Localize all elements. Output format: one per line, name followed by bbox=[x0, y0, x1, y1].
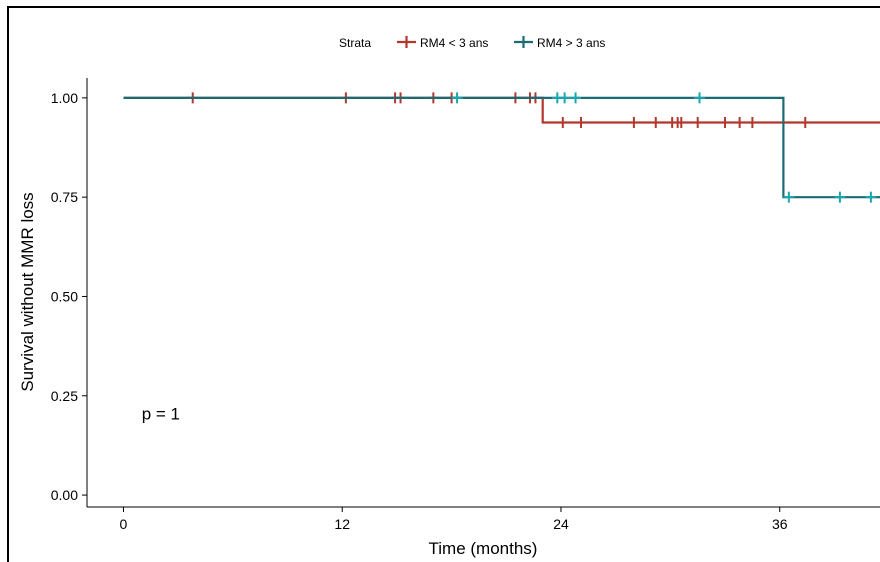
censor-mark-series-2 bbox=[559, 92, 571, 104]
censor-mark-series-1 bbox=[799, 116, 811, 128]
censor-mark-series-2 bbox=[783, 191, 795, 203]
chart-frame bbox=[7, 6, 880, 562]
censor-mark-series-1 bbox=[734, 116, 746, 128]
x-tick-label: 12 bbox=[334, 516, 350, 532]
legend-item-rm4-gt-3: RM4 > 3 ans bbox=[514, 36, 605, 50]
censor-mark-series-1 bbox=[719, 116, 731, 128]
censor-mark-series-2 bbox=[694, 92, 706, 104]
censor-mark-series-1 bbox=[628, 116, 640, 128]
censor-mark-series-1 bbox=[575, 116, 587, 128]
y-tick-label: 0.75 bbox=[51, 189, 78, 205]
legend-label-rm4-lt-3: RM4 < 3 ans bbox=[420, 36, 488, 50]
y-axis-title: Survival without MMR loss bbox=[18, 192, 37, 391]
censor-mark-series-1 bbox=[746, 116, 758, 128]
y-ticks: 0.00 0.25 0.50 0.75 1.00 bbox=[51, 90, 87, 503]
axes bbox=[86, 78, 880, 508]
censor-mark-series-2 bbox=[570, 92, 582, 104]
legend-item-rm4-lt-3: RM4 < 3 ans bbox=[397, 36, 488, 50]
x-ticks: 0 12 24 36 bbox=[120, 507, 788, 532]
y-tick-label: 1.00 bbox=[51, 90, 78, 106]
y-tick-label: 0.50 bbox=[51, 288, 78, 304]
y-tick-label: 0.25 bbox=[51, 388, 78, 404]
legend: Strata RM4 < 3 ans RM4 > 3 ans bbox=[339, 36, 605, 50]
series-layer bbox=[123, 92, 880, 203]
censor-mark-series-1 bbox=[557, 116, 569, 128]
censor-mark-series-2 bbox=[451, 92, 463, 104]
x-tick-label: 36 bbox=[772, 516, 788, 532]
x-axis-title: Time (months) bbox=[429, 539, 538, 558]
censor-mark-series-1 bbox=[675, 116, 687, 128]
x-tick-label: 0 bbox=[120, 516, 128, 532]
censor-mark-series-1 bbox=[650, 116, 662, 128]
legend-label-rm4-gt-3: RM4 > 3 ans bbox=[537, 36, 605, 50]
p-value-annotation: p = 1 bbox=[142, 405, 180, 424]
series-line-1 bbox=[123, 96, 880, 124]
y-tick-label: 0.00 bbox=[51, 487, 78, 503]
censor-mark-series-2 bbox=[865, 191, 877, 203]
legend-title: Strata bbox=[339, 36, 371, 50]
censor-mark-series-2 bbox=[834, 191, 846, 203]
series-line-2 bbox=[123, 96, 880, 199]
censor-mark-series-1 bbox=[692, 116, 704, 128]
x-tick-label: 24 bbox=[553, 516, 569, 532]
